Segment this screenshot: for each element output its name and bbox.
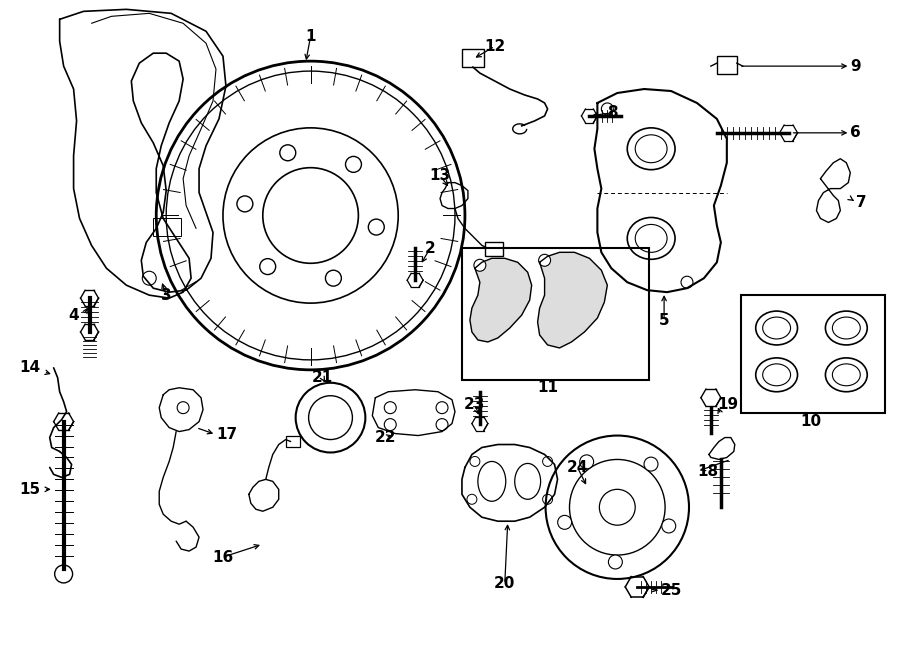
Bar [462,249,649,380]
Text: 5: 5 [659,313,670,328]
Text: 7: 7 [856,195,867,210]
Text: 15: 15 [19,482,40,497]
Polygon shape [470,258,532,342]
Circle shape [368,219,384,235]
Text: 20: 20 [494,576,516,592]
Text: 3: 3 [161,288,172,303]
Text: 25: 25 [662,584,682,598]
Text: 16: 16 [212,549,234,564]
Bar [462,49,484,67]
Bar [485,243,503,256]
Circle shape [662,519,676,533]
Text: 8: 8 [607,105,617,120]
Circle shape [260,258,275,274]
Circle shape [326,270,341,286]
Text: 6: 6 [850,126,861,140]
Circle shape [280,145,296,161]
Text: 14: 14 [19,360,40,375]
Circle shape [558,516,572,529]
Text: 10: 10 [800,414,821,429]
Bar [285,436,300,447]
Circle shape [346,157,362,173]
Bar [717,56,737,74]
Text: 2: 2 [425,241,436,256]
Text: 11: 11 [537,380,558,395]
Text: 13: 13 [429,168,451,183]
Text: 18: 18 [697,464,718,479]
Circle shape [644,457,658,471]
Circle shape [580,455,594,469]
Circle shape [608,555,623,569]
Text: 12: 12 [484,39,506,54]
Polygon shape [537,253,608,348]
Bar [153,219,181,237]
Circle shape [474,259,486,271]
Text: 21: 21 [312,370,333,385]
Text: 23: 23 [464,397,486,412]
Text: 24: 24 [567,460,588,475]
Circle shape [538,254,551,266]
Text: 4: 4 [68,307,79,323]
Text: 1: 1 [305,28,316,44]
Text: 19: 19 [717,397,738,412]
Bar [741,295,886,412]
Text: 17: 17 [216,427,237,442]
Circle shape [237,196,253,212]
Text: 9: 9 [850,59,861,73]
Text: 22: 22 [374,430,396,445]
